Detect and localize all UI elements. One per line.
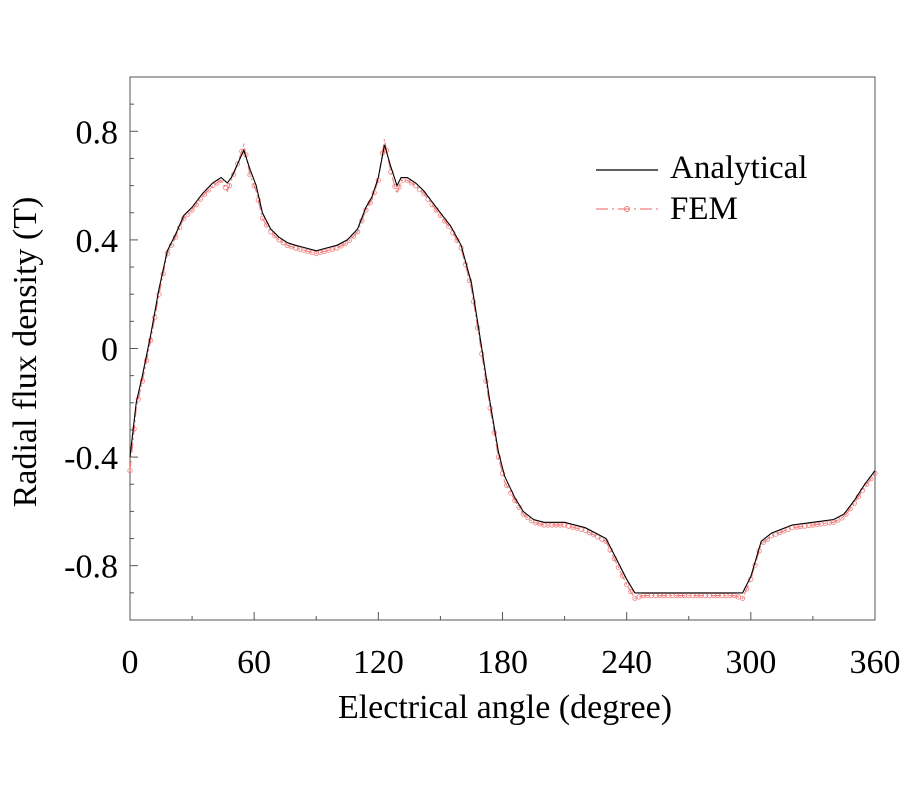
fem-point xyxy=(135,396,141,402)
y-tick-label: -0.4 xyxy=(64,440,118,477)
fem-point xyxy=(156,291,162,297)
y-axis: 0.8 0.4 0 -0.4 -0.8 xyxy=(64,76,138,621)
fem-point xyxy=(334,245,340,251)
fem-point xyxy=(624,582,630,588)
x-axis-title: Electrical angle (degree) xyxy=(338,689,672,726)
fem-point xyxy=(139,378,145,384)
y-axis-title: Radial flux density (T) xyxy=(7,197,44,508)
fem-point xyxy=(499,470,506,476)
fem-point xyxy=(235,161,241,167)
fem-point xyxy=(226,183,232,189)
x-tick-label: 300 xyxy=(725,644,776,681)
fem-point xyxy=(396,184,402,190)
series-fem-markers xyxy=(127,147,878,601)
x-tick-label: 240 xyxy=(601,644,652,681)
legend-analytical-label: Analytical xyxy=(670,150,807,186)
y-tick-label: 0.4 xyxy=(76,223,119,260)
series-layer xyxy=(127,139,878,601)
x-tick-label: 60 xyxy=(237,644,271,681)
fem-point xyxy=(578,526,584,532)
x-axis: 0 60 120 180 240 300 360 xyxy=(122,612,900,681)
y-tick-label: 0 xyxy=(101,332,118,369)
series-fem-line xyxy=(129,139,876,600)
fem-point xyxy=(148,337,154,343)
fem-point xyxy=(739,595,746,601)
fem-point xyxy=(470,299,477,305)
x-tick-label: 120 xyxy=(353,644,404,681)
fem-point xyxy=(491,430,497,436)
fem-point xyxy=(466,277,472,284)
y-tick-label: -0.8 xyxy=(64,549,118,586)
legend-fem-label: FEM xyxy=(670,191,738,227)
fem-point xyxy=(144,358,150,364)
legend: Analytical FEM xyxy=(596,150,807,227)
x-tick-label: 360 xyxy=(850,644,900,681)
series-analytical-line xyxy=(129,144,876,594)
fem-point xyxy=(131,426,137,432)
y-tick-label: 0.8 xyxy=(76,114,119,151)
legend-fem-marker xyxy=(624,206,630,212)
x-tick-label: 0 xyxy=(122,644,139,681)
fem-point xyxy=(495,454,501,460)
fem-point xyxy=(127,468,133,474)
fem-point xyxy=(222,184,228,190)
fem-point xyxy=(255,197,261,203)
x-tick-label: 180 xyxy=(477,644,528,681)
fem-point xyxy=(628,588,634,595)
fem-point xyxy=(830,519,837,525)
